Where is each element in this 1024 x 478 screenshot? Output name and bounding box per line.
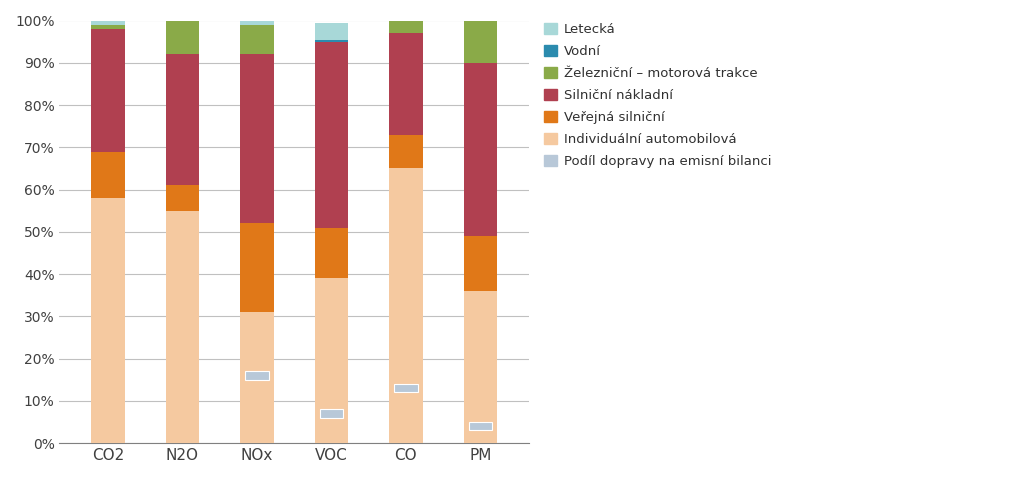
Bar — [314, 40, 348, 42]
Bar — [91, 21, 125, 25]
Bar — [166, 54, 199, 185]
Bar — [464, 291, 498, 443]
Bar — [91, 152, 125, 198]
Bar — [464, 21, 498, 63]
Bar — [240, 312, 273, 443]
Bar — [166, 185, 199, 211]
Bar — [464, 63, 498, 236]
Bar — [389, 21, 423, 33]
Legend: Letecká, Vodní, Železniční – motorová trakce, Silniční nákladní, Veřejná silničn: Letecká, Vodní, Železniční – motorová tr… — [540, 19, 775, 172]
Bar — [389, 135, 423, 168]
Bar — [240, 21, 273, 25]
Bar — [389, 33, 423, 135]
Bar — [91, 198, 125, 443]
Bar — [314, 278, 348, 443]
FancyBboxPatch shape — [469, 422, 493, 431]
Bar — [91, 29, 125, 152]
Bar — [166, 21, 199, 54]
FancyBboxPatch shape — [319, 409, 343, 418]
Bar — [91, 25, 125, 29]
Bar — [464, 236, 498, 291]
FancyBboxPatch shape — [245, 371, 268, 380]
Bar — [240, 54, 273, 223]
FancyBboxPatch shape — [394, 384, 418, 392]
Bar — [166, 211, 199, 443]
Bar — [314, 22, 348, 40]
Bar — [240, 25, 273, 54]
Bar — [240, 223, 273, 312]
Bar — [314, 228, 348, 278]
Bar — [314, 42, 348, 228]
Bar — [389, 168, 423, 443]
